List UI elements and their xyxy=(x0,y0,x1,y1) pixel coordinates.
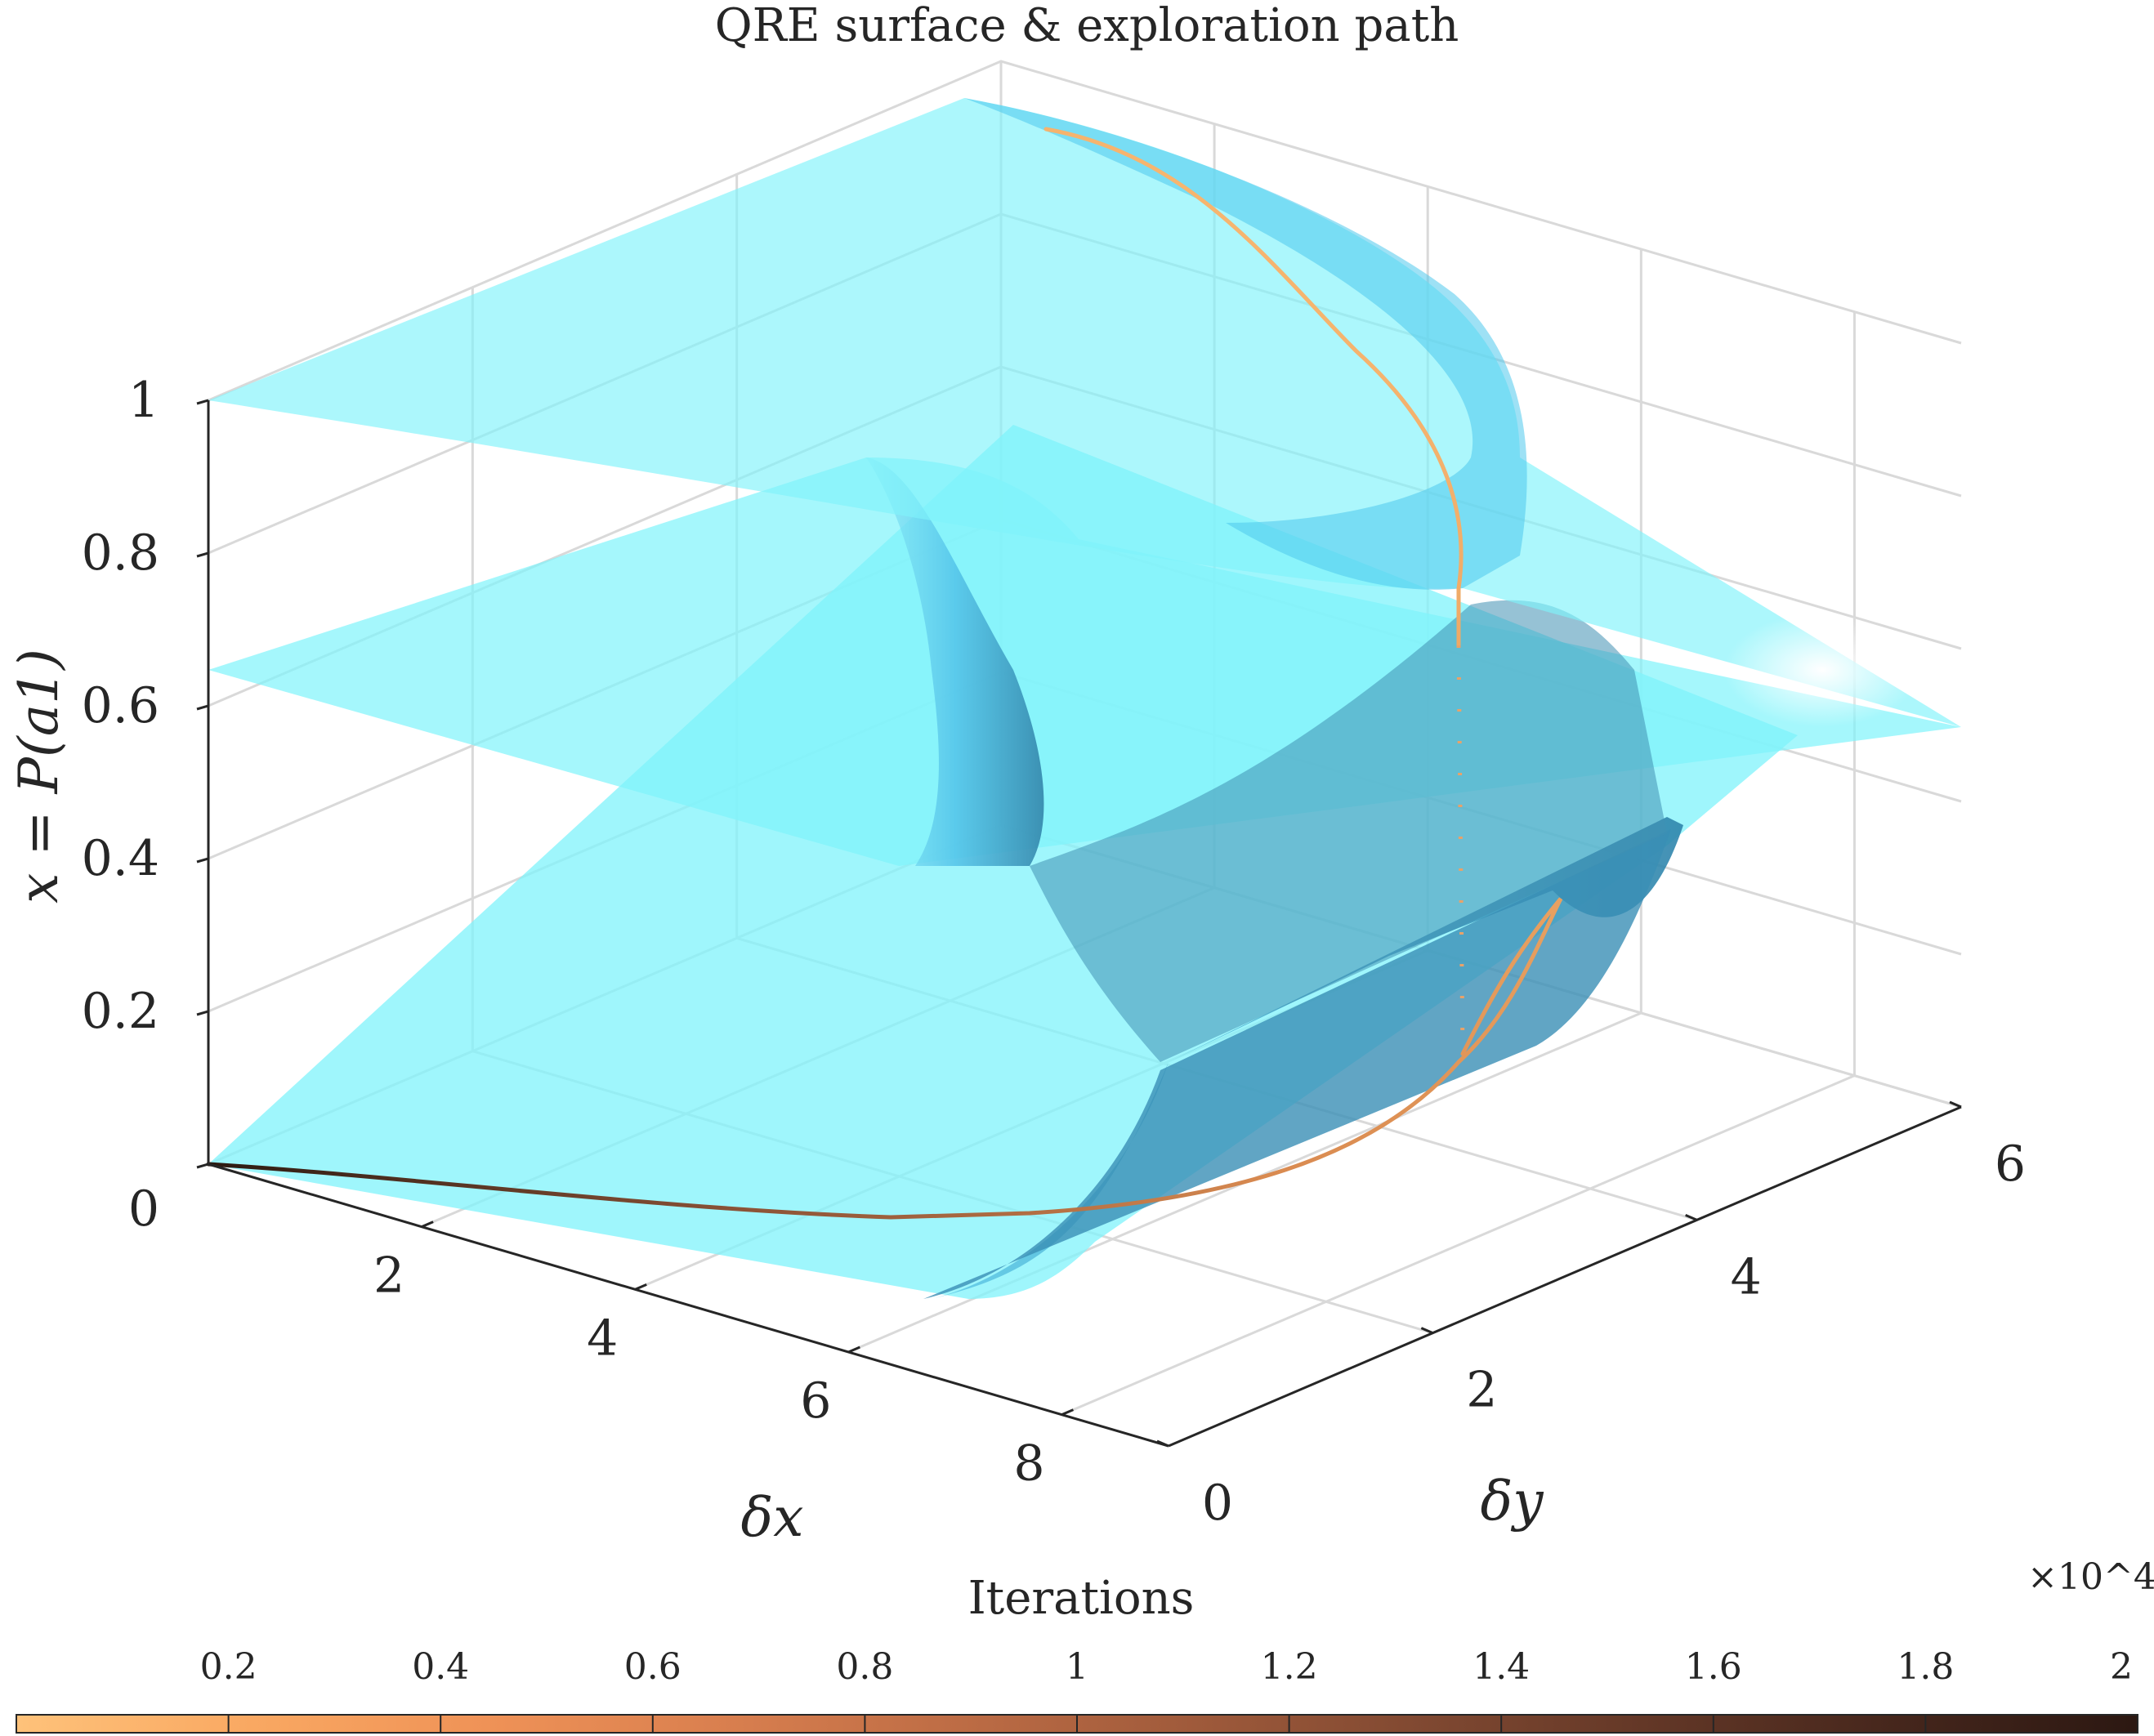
z-tick-mark xyxy=(196,399,209,405)
colorbar-tick-label: 1.6 xyxy=(1685,1646,1742,1688)
z-tick-mark xyxy=(196,704,209,711)
y-tick-mark xyxy=(1420,1327,1433,1335)
x-tick-label: 6 xyxy=(800,1372,831,1430)
z-tick-label: 0.6 xyxy=(82,677,159,734)
colorbar-tick-label: 0.4 xyxy=(412,1646,469,1688)
z-tick-label: 0.4 xyxy=(82,830,159,887)
x-tick-mark xyxy=(634,1283,647,1291)
colorbar-tick-label: 1.4 xyxy=(1472,1646,1530,1688)
z-tick-label: 0.2 xyxy=(82,983,159,1040)
z-tick-label: 1 xyxy=(128,372,159,429)
surface-fold-face xyxy=(923,829,1671,1299)
path-line xyxy=(206,127,1563,1220)
x-axis-line xyxy=(208,1163,1169,1448)
z-axis-label: x = P(a1) xyxy=(7,649,70,904)
chart-title: QRE surface & exploration path xyxy=(715,0,1459,52)
colorbar-tick-label: 1.2 xyxy=(1261,1646,1318,1688)
z-tick-mark xyxy=(196,551,209,558)
colorbar-tick-label: 1 xyxy=(1066,1646,1088,1688)
y-axis-label: δy xyxy=(1480,1470,1544,1533)
x-tick-label: 4 xyxy=(587,1310,618,1367)
colorbar-tick-label: 2 xyxy=(2110,1646,2133,1688)
colorbar-tick-label: 1.8 xyxy=(1897,1646,1954,1688)
colorbar: Iterations ×10^4 0.2 0.4 0.6 0.8 1 1.2 1.4 1.6 1… xyxy=(16,1556,2154,1734)
z-tick-label: 0.8 xyxy=(82,524,159,582)
y-tick-label: 6 xyxy=(1995,1136,2026,1193)
surface-top-curl xyxy=(964,98,1527,590)
z-tick-label: 0 xyxy=(128,1180,159,1238)
colorbar-multiplier: ×10^4 xyxy=(2027,1556,2154,1598)
x-tick-mark xyxy=(421,1221,434,1229)
x-axis-label: δx xyxy=(741,1486,804,1549)
axes: 0 0.2 0.4 0.6 0.8 1 2 4 6 8 0 2 4 6 xyxy=(82,372,2027,1532)
qre-surface xyxy=(208,98,1961,1299)
z-tick-mark xyxy=(196,1010,209,1016)
colorbar-tick-label: 0.8 xyxy=(836,1646,893,1688)
y-tick-label: 2 xyxy=(1466,1362,1497,1419)
exploration-path xyxy=(206,127,1563,1220)
z-tick-mark xyxy=(196,1163,209,1169)
surface-top-sheet xyxy=(208,98,1961,727)
colorbar-tick-label: 0.6 xyxy=(624,1646,682,1688)
surface-mid-curl xyxy=(866,457,1044,866)
y-tick-label: 0 xyxy=(1202,1475,1233,1532)
y-axis-line xyxy=(1168,1105,1962,1448)
surface-highlight xyxy=(1724,613,1920,727)
y-tick-mark xyxy=(1949,1100,1962,1109)
x-tick-mark xyxy=(1061,1408,1075,1417)
x-tick-label: 2 xyxy=(373,1247,404,1305)
colorbar-tick-label: 0.2 xyxy=(200,1646,257,1688)
x-tick-mark xyxy=(847,1346,860,1354)
z-tick-mark xyxy=(196,857,209,864)
x-tick-label: 8 xyxy=(1013,1435,1044,1493)
y-tick-mark xyxy=(1156,1439,1169,1448)
colorbar-label: Iterations xyxy=(968,1572,1195,1625)
y-tick-label: 4 xyxy=(1731,1248,1762,1305)
surface-transition xyxy=(1030,600,1667,1062)
y-tick-mark xyxy=(1685,1213,1698,1221)
